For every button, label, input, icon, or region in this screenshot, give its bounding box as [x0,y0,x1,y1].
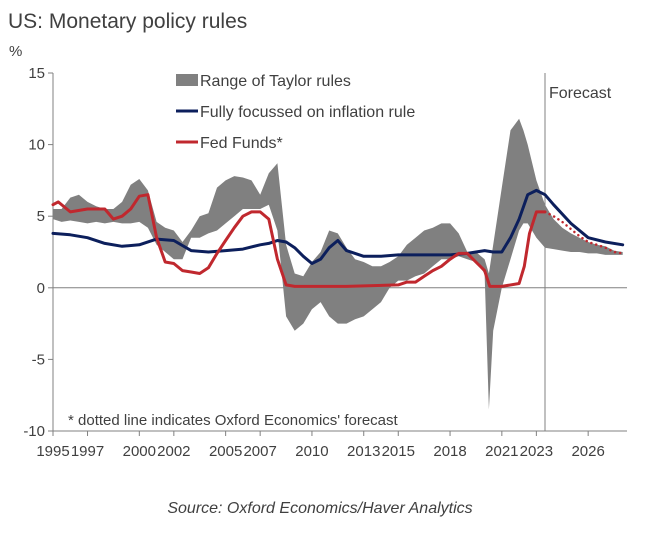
y-tick-label: 15 [28,65,45,82]
x-tick-label: 1995 [36,443,69,460]
legend-label: Fed Funds* [200,135,283,152]
series-line-layer [51,188,625,288]
fed-funds-forecast-dotted-line [543,210,624,255]
forecast-footnote: * dotted line indicates Oxford Economics… [68,412,399,429]
y-axis-unit-label: % [9,43,22,60]
x-tick-label: 2005 [209,443,242,460]
x-tick-label: 2018 [433,443,466,460]
x-tick-label: 2002 [157,443,190,460]
source-note: Source: Oxford Economics/Haver Analytics [167,500,472,517]
taylor-range-band [53,118,623,410]
x-tick-label: 2010 [295,443,328,460]
x-tick-label: 2023 [520,443,553,460]
fed-funds-line [51,193,547,288]
forecast-label: Forecast [549,85,612,102]
inflation-rule-line [51,188,625,265]
y-tick-label: -10 [23,423,45,440]
x-tick-label: 2026 [571,443,604,460]
taylor-range-band-layer [53,118,623,410]
y-tick-label: 0 [37,280,45,297]
x-tick-label: 2021 [485,443,518,460]
legend-label: Fully focussed on inflation rule [200,104,415,121]
y-tick-label: 5 [37,208,45,225]
tick-label-layer: 15 10 5 0 -5 -10 1995 1997 2000 2002 2005 2007 2010 2… [23,65,605,460]
legend-label: Range of Taylor rules [200,73,351,90]
chart-title: US: Monetary policy rules [8,10,247,33]
x-tick-label: 2013 [347,443,380,460]
legend-swatch-range [176,74,198,86]
y-tick-label: -5 [32,351,45,368]
x-tick-label: 2015 [382,443,415,460]
x-tick-label: 1997 [71,443,104,460]
legend: Range of Taylor rules Fully focussed on i… [176,73,415,152]
x-tick-label: 2000 [123,443,156,460]
x-tick-label: 2007 [243,443,276,460]
y-tick-label: 10 [28,137,45,154]
